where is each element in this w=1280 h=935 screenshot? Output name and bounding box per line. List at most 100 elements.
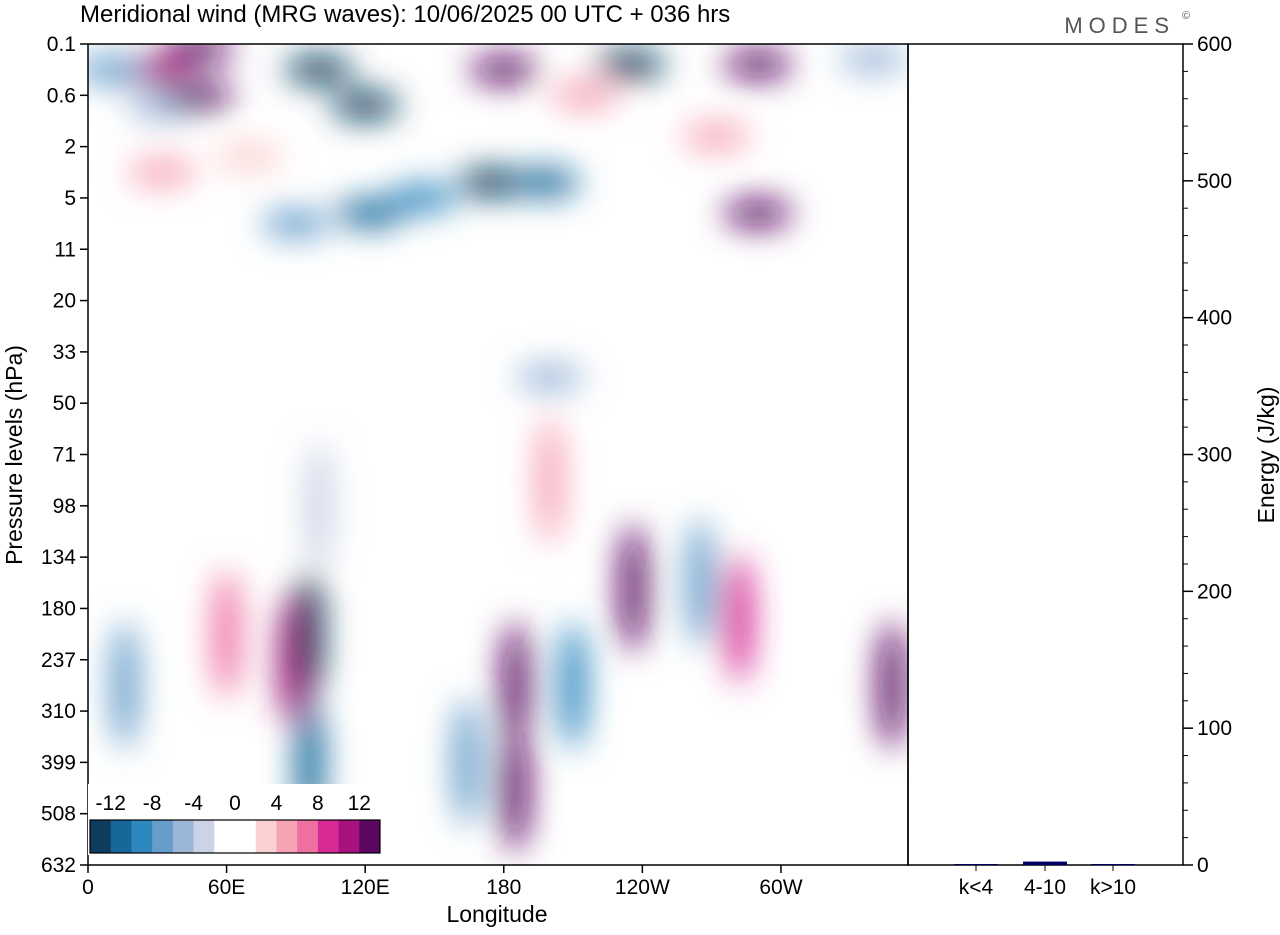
wind-feature [619, 523, 648, 652]
y-tick-label: 310 [41, 700, 76, 723]
y-tick-label: 71 [53, 444, 76, 467]
colorbar: -12 -8 -4 0 4 8 12 [88, 784, 382, 855]
y-tick-label: 11 [54, 238, 76, 261]
colorbar-tick-label: -8 [143, 792, 162, 815]
colorbar-swatch [193, 820, 215, 853]
x-tick-label: 120W [615, 876, 670, 899]
wind-feature [559, 621, 588, 750]
x-tick-label: 120E [341, 876, 390, 899]
wind-feature [458, 168, 527, 197]
brand-logo: MODES [1064, 13, 1175, 38]
colorbar-tick-label: -12 [96, 792, 126, 815]
colorbar-swatch [90, 820, 112, 853]
colorbar-swatch [359, 820, 381, 853]
wind-feature [335, 199, 404, 228]
colorbar-swatch [276, 820, 298, 853]
y-tick-label: 98 [53, 495, 76, 518]
wind-feature [127, 158, 196, 187]
longitude-axis: 0 60E 120E 180 120W 60W [82, 865, 803, 899]
wind-feature [596, 50, 665, 79]
colorbar-swatch [235, 820, 257, 853]
wind-feature [452, 698, 481, 827]
energy-bar [1023, 861, 1067, 865]
energy-tick-label: 500 [1197, 170, 1232, 193]
wind-feature [304, 441, 333, 570]
wind-feature [164, 81, 233, 110]
energy-tick-label: 400 [1197, 307, 1232, 330]
y-tick-label: 0.1 [47, 33, 76, 56]
wind-feature [295, 570, 324, 699]
y-tick-label: 20 [53, 290, 76, 313]
chart-title: Meridional wind (MRG waves): 10/06/2025 … [80, 1, 730, 28]
wind-feature [331, 91, 400, 120]
wind-feature [839, 45, 908, 74]
wind-field [88, 44, 908, 853]
colorbar-swatch [317, 820, 340, 853]
wind-feature [723, 50, 792, 79]
y-tick-label: 180 [41, 597, 76, 620]
wind-feature [725, 554, 754, 683]
wind-feature [388, 183, 457, 212]
colorbar-tick-label: 8 [312, 792, 324, 815]
energy-bar [954, 864, 998, 865]
wind-feature [261, 209, 330, 238]
plot-frame [87, 43, 909, 866]
colorbar-tick-label: 12 [348, 792, 371, 815]
wind-feature [110, 621, 139, 750]
energy-category-label: k>10 [1090, 876, 1136, 899]
energy-axis-label: Energy (J/kg) [1253, 387, 1279, 524]
wind-feature [515, 363, 584, 392]
energy-tick-label: 200 [1197, 580, 1232, 603]
energy-tick-label: 0 [1197, 854, 1209, 877]
wind-feature [682, 122, 751, 151]
wind-feature [469, 55, 538, 84]
wind-feature [511, 168, 580, 197]
colorbar-swatch [131, 820, 153, 853]
colorbar-tick-label: 4 [271, 792, 283, 815]
energy-category-label: k<4 [959, 876, 994, 899]
x-tick-label: 0 [82, 876, 94, 899]
x-tick-label: 180 [486, 876, 521, 899]
wind-feature [501, 621, 530, 750]
energy-category-label: 4-10 [1024, 876, 1066, 899]
colorbar-tick-label: -4 [184, 792, 203, 815]
x-axis-label: Longitude [446, 901, 547, 927]
wind-feature [686, 518, 715, 647]
colorbar-frame [89, 819, 381, 854]
energy-tick-label: 600 [1197, 33, 1232, 56]
y-tick-label: 508 [41, 803, 76, 826]
wind-feature [215, 142, 284, 171]
y-tick-label: 5 [64, 187, 76, 210]
colorbar-swatch [338, 820, 360, 853]
pressure-axis: 0.1 0.6 2 5 11 20 33 50 71 98 134 180 237 310 399 508 63… [41, 33, 88, 877]
energy-frame [907, 43, 1184, 866]
colorbar-swatch [255, 820, 277, 853]
wind-feature [212, 570, 241, 699]
y-tick-label: 50 [53, 392, 76, 415]
wind-feature [550, 81, 619, 110]
colorbar-swatch [214, 820, 236, 853]
y-tick-label: 33 [53, 341, 76, 364]
energy-tick-label: 300 [1197, 444, 1232, 467]
wind-feature [535, 416, 564, 545]
brand-mark: © [1182, 10, 1190, 22]
wind-feature [284, 55, 353, 84]
energy-bar [1091, 864, 1135, 865]
energy-panel: 0 100 200 300 400 500 600 k<4 4-10 k>10 [954, 33, 1232, 899]
energy-tick-label: 100 [1197, 717, 1232, 740]
y-tick-label: 2 [64, 136, 76, 159]
y-tick-label: 0.6 [47, 84, 76, 107]
y-tick-label: 237 [41, 649, 76, 672]
x-tick-label: 60W [759, 876, 802, 899]
y-axis-label: Pressure levels (hPa) [1, 345, 27, 565]
wind-feature [877, 621, 906, 750]
wind-feature [723, 199, 792, 228]
wind-feature [164, 44, 233, 64]
colorbar-swatch [297, 820, 319, 853]
colorbar-swatch [152, 820, 174, 853]
colorbar-swatch [172, 820, 195, 853]
y-tick-label: 399 [41, 751, 76, 774]
wind-feature [501, 724, 530, 853]
